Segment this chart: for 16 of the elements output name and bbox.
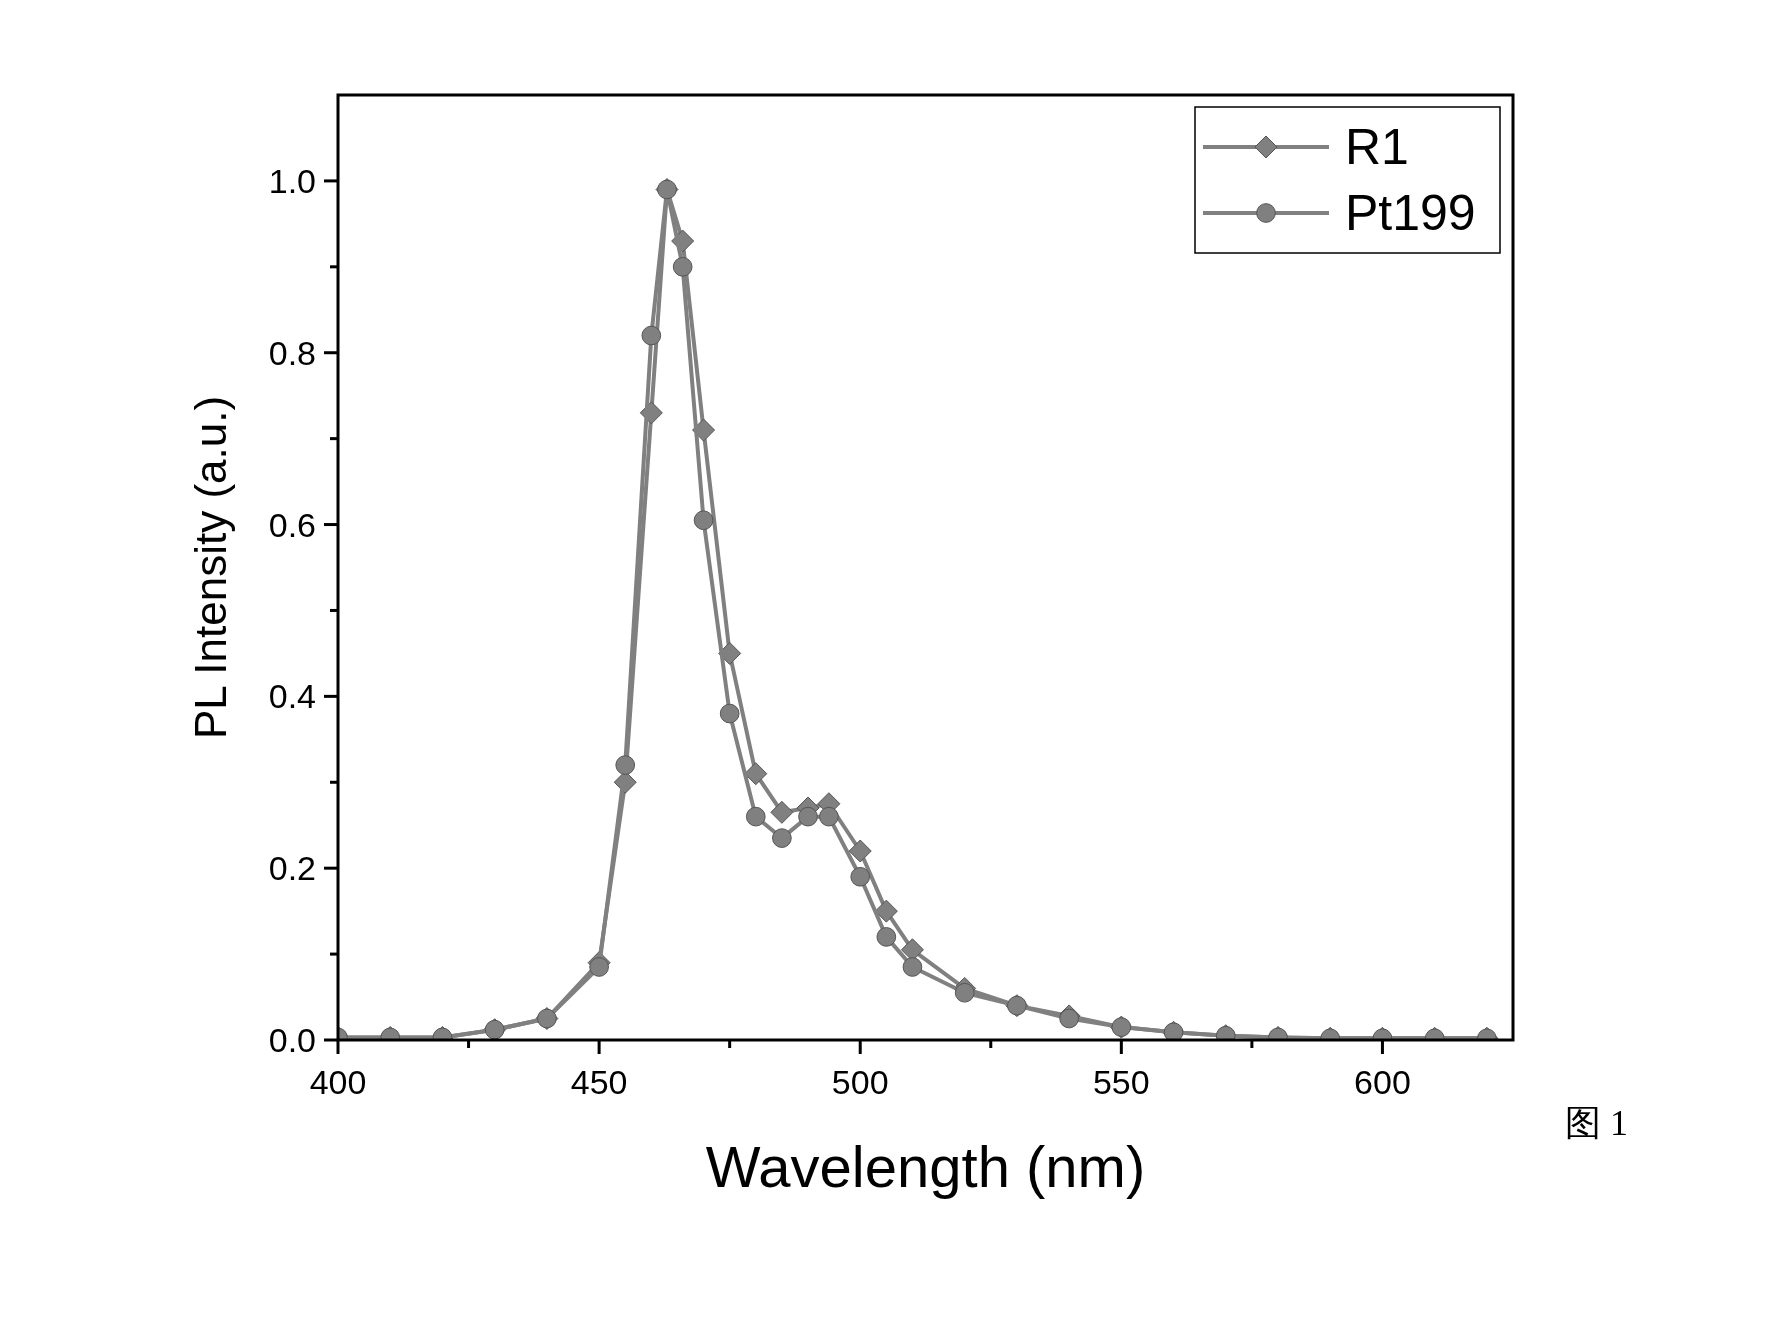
x-tick-label: 500: [831, 1063, 889, 1101]
x-tick-label: 450: [570, 1063, 628, 1101]
x-axis-title: Wavelength (nm): [705, 1134, 1146, 1199]
x-tick-label: 600: [1354, 1063, 1411, 1101]
y-tick-label: 1.0: [268, 161, 316, 200]
y-tick-label: 0.8: [268, 333, 316, 372]
x-tick-label: 400: [309, 1063, 367, 1101]
y-tick-label: 0.2: [268, 849, 316, 888]
y-tick-label: 0.0: [268, 1021, 316, 1059]
legend-label: R1: [1345, 119, 1409, 175]
y-tick-label: 0.4: [268, 677, 316, 716]
y-tick-label: 0.6: [268, 505, 316, 544]
y-axis-title: PL Intensity (a.u.): [186, 395, 235, 740]
x-tick-label: 550: [1092, 1063, 1150, 1101]
legend-label: Pt199: [1345, 185, 1476, 241]
caption: 图 1: [1565, 1103, 1628, 1143]
